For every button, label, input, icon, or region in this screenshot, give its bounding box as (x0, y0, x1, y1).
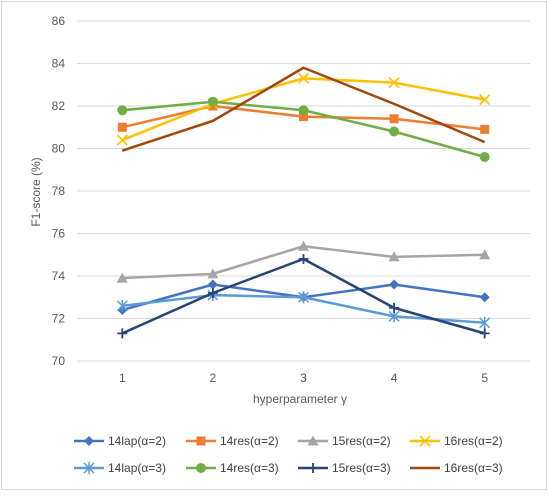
chart: 70 72 74 76 78 80 82 84 86 1 2 3 4 5 F1-score (%) hy… (29, 14, 530, 475)
legend-marker (196, 436, 206, 446)
y-tick-label: 76 (52, 227, 66, 241)
x-tick-label: 5 (481, 371, 488, 385)
legend-item: 16res(α=2) (410, 434, 503, 448)
y-tick-label: 74 (52, 269, 66, 283)
legend-item: 16res(α=3) (410, 461, 503, 475)
data-point (298, 105, 309, 116)
data-point (480, 124, 490, 134)
data-point (388, 77, 400, 89)
x-tick-label: 1 (119, 371, 126, 385)
legend-item: 14res(α=3) (186, 461, 279, 475)
series-line (121, 66, 486, 152)
legend-item: 14lap(α=2) (74, 434, 166, 448)
y-tick-label: 72 (52, 312, 66, 326)
legend-marker (419, 435, 431, 447)
data-point (389, 279, 400, 290)
data-point (479, 292, 490, 303)
x-tick-label: 2 (210, 371, 217, 385)
data-point (297, 291, 310, 304)
series-7 (121, 66, 486, 152)
y-tick-label: 84 (52, 57, 66, 71)
legend-marker (307, 435, 319, 446)
series-group (116, 66, 491, 339)
data-point (388, 251, 400, 262)
data-point (297, 72, 310, 84)
legend-marker (196, 463, 206, 473)
data-point (298, 240, 309, 251)
legend: 14lap(α=2) 14res(α=2) 15res(α=2) 16res(α=2)… (74, 434, 503, 475)
legend-item: 15res(α=2) (298, 434, 391, 448)
data-point (298, 254, 309, 264)
y-axis-title: F1-score (%) (29, 157, 43, 226)
legend-item: 14lap(α=3) (74, 461, 166, 475)
legend-label: 15res(α=2) (332, 434, 391, 448)
legend-item: 15res(α=3) (298, 461, 391, 475)
legend-marker (308, 463, 318, 473)
data-point (116, 299, 128, 312)
data-point (207, 268, 219, 279)
legend-label: 15res(α=3) (332, 461, 391, 475)
data-point (479, 94, 491, 106)
data-point (207, 288, 218, 298)
legend-marker (84, 436, 94, 446)
data-point (116, 134, 128, 146)
y-tick-label: 86 (52, 14, 66, 28)
x-axis-title: hyperparameter γ (253, 392, 347, 406)
data-point (479, 152, 490, 162)
data-point (389, 126, 400, 137)
data-point (389, 114, 399, 124)
data-point (299, 112, 308, 122)
grid-lines (77, 20, 530, 362)
legend-label: 16res(α=2) (444, 434, 503, 448)
legend-label: 14lap(α=3) (108, 461, 166, 475)
legend-label: 14lap(α=2) (108, 434, 166, 448)
y-tick-label: 82 (52, 99, 66, 113)
y-tick-label: 70 (52, 354, 66, 368)
legend-marker (83, 462, 95, 474)
x-tick-label: 4 (391, 371, 398, 385)
legend-item: 14res(α=2) (186, 434, 279, 448)
legend-label: 16res(α=3) (444, 461, 503, 475)
data-point (479, 316, 491, 329)
data-point (479, 328, 490, 339)
legend-label: 14res(α=3) (220, 461, 279, 475)
series-4 (116, 289, 491, 329)
series-5 (117, 96, 490, 162)
data-point (207, 96, 218, 107)
data-point (207, 279, 218, 290)
series-6 (117, 254, 490, 339)
y-tick-label: 80 (52, 142, 66, 156)
data-point (117, 122, 127, 132)
data-point (117, 328, 128, 339)
chart-frame: 70 72 74 76 78 80 82 84 86 1 2 3 4 5 F1-score (%) hy… (1, 1, 547, 490)
y-tick-label: 78 (52, 184, 66, 198)
y-tick-labels: 70 72 74 76 78 80 82 84 86 (52, 14, 66, 368)
data-point (117, 105, 128, 116)
legend-label: 14res(α=2) (220, 434, 279, 448)
data-point (389, 302, 400, 313)
series-2 (116, 240, 491, 283)
x-tick-labels: 1 2 3 4 5 (119, 371, 488, 385)
data-point (479, 249, 491, 260)
data-point (116, 272, 128, 283)
x-tick-label: 3 (300, 371, 307, 385)
